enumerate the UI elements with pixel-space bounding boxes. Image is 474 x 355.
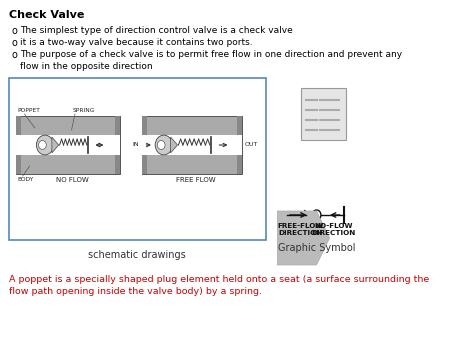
Polygon shape — [277, 211, 329, 265]
Text: The purpose of a check valve is to permit free flow in one direction and prevent: The purpose of a check valve is to permi… — [20, 50, 402, 71]
Text: NO-FLOW
DIRECTION: NO-FLOW DIRECTION — [312, 223, 356, 236]
Bar — [237, 154, 242, 174]
Text: NO FLOW: NO FLOW — [56, 177, 89, 183]
Text: schematic drawings: schematic drawings — [89, 250, 186, 260]
Bar — [16, 116, 120, 174]
Text: FREE FLOW: FREE FLOW — [176, 177, 216, 183]
Circle shape — [155, 135, 173, 155]
Text: IN: IN — [132, 142, 139, 147]
Text: The simplest type of direction control valve is a check valve: The simplest type of direction control v… — [20, 26, 293, 35]
Text: OUT: OUT — [245, 142, 258, 147]
Text: POPPET: POPPET — [18, 108, 40, 113]
Bar — [16, 154, 21, 174]
Polygon shape — [171, 137, 178, 153]
Bar — [142, 154, 147, 174]
Text: Graphic Symbol: Graphic Symbol — [278, 243, 356, 253]
Text: it is a two-way valve because it contains two ports.: it is a two-way valve because it contain… — [20, 38, 253, 47]
Bar — [115, 154, 120, 174]
Bar — [16, 116, 21, 136]
Text: o: o — [11, 38, 17, 48]
Bar — [142, 116, 242, 174]
Bar — [115, 116, 120, 136]
Bar — [142, 116, 147, 136]
Circle shape — [312, 210, 321, 220]
Bar — [9, 78, 266, 240]
Polygon shape — [52, 137, 59, 153]
Text: SPRING: SPRING — [73, 108, 95, 113]
Circle shape — [36, 135, 54, 155]
Polygon shape — [304, 210, 311, 220]
Text: o: o — [11, 26, 17, 36]
Text: A poppet is a specially shaped plug element held onto a seat (a surface surround: A poppet is a specially shaped plug elem… — [9, 275, 429, 296]
Circle shape — [38, 141, 46, 149]
Bar — [142, 135, 242, 154]
Text: BODY: BODY — [18, 177, 34, 182]
Bar — [301, 88, 346, 140]
Text: Check Valve: Check Valve — [9, 10, 84, 20]
Text: o: o — [11, 50, 17, 60]
Text: FREE-FLOW
DIRECTION: FREE-FLOW DIRECTION — [278, 223, 324, 236]
Circle shape — [157, 141, 165, 149]
Bar — [237, 116, 242, 136]
Bar — [16, 135, 120, 154]
